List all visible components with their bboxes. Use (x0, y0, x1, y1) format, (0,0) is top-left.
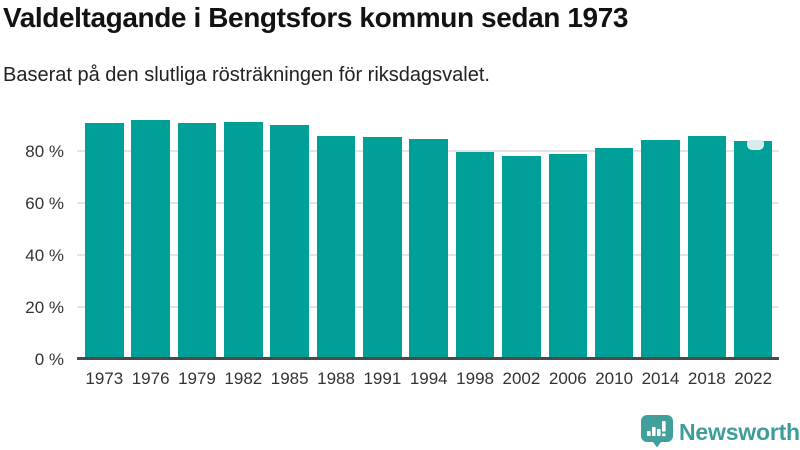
y-tick-label-0: 0 % (34, 349, 64, 369)
x-axis-line (77, 357, 779, 360)
chart-title: Valdeltagande i Bengtsfors kommun sedan … (3, 2, 629, 33)
bar-2022[interactable] (733, 141, 773, 359)
bar-2010[interactable] (594, 148, 634, 359)
bar-1973[interactable] (85, 123, 124, 359)
bar-1982[interactable] (224, 121, 263, 359)
bar-1991[interactable] (363, 136, 402, 359)
bar-1979[interactable] (177, 123, 217, 359)
x-tick-label-1988: 1988 (317, 369, 355, 388)
x-tick-label-2002: 2002 (502, 369, 541, 388)
y-tick-label-60: 60 % (25, 193, 64, 213)
newsworthy-logo-icon (641, 415, 673, 448)
x-tick-label-2014: 2014 (641, 369, 680, 388)
x-tick-label-2018: 2018 (687, 369, 726, 388)
bar-1976[interactable] (131, 119, 170, 359)
y-tick-label-40: 40 % (25, 245, 64, 265)
x-tick-label-1982: 1982 (224, 369, 263, 388)
bar-2006[interactable] (548, 153, 588, 359)
x-tick-label-1994: 1994 (409, 369, 448, 388)
x-tick-label-1985: 1985 (270, 369, 309, 388)
x-tick-label-2022: 2022 (734, 369, 773, 388)
y-tick-label-80: 80 % (25, 141, 64, 161)
x-tick-label-1991: 1991 (363, 369, 402, 388)
bar-1998[interactable] (455, 152, 495, 359)
x-tick-label-2006: 2006 (548, 369, 587, 388)
x-tick-label-1976: 1976 (131, 369, 170, 388)
chart-subtitle: Baserat på den slutliga rösträkningen fö… (3, 64, 490, 86)
bar-2018[interactable] (687, 136, 727, 359)
bar-2014[interactable] (641, 140, 680, 359)
x-tick-label-1973: 1973 (85, 369, 124, 388)
bar-1994[interactable] (409, 139, 449, 359)
last-bar-highlight-marker (746, 139, 764, 150)
brand-name[interactable]: Newsworthy (679, 418, 800, 445)
x-tick-label-2010: 2010 (595, 369, 634, 388)
x-tick-label-1979: 1979 (178, 369, 216, 388)
brand-footer[interactable]: Newsworthy (640, 414, 800, 448)
y-tick-label-20: 20 % (25, 297, 64, 317)
bar-2002[interactable] (502, 156, 541, 359)
bar-1988[interactable] (316, 136, 356, 359)
bar-1985[interactable] (270, 125, 309, 359)
x-tick-label-1998: 1998 (456, 369, 494, 388)
